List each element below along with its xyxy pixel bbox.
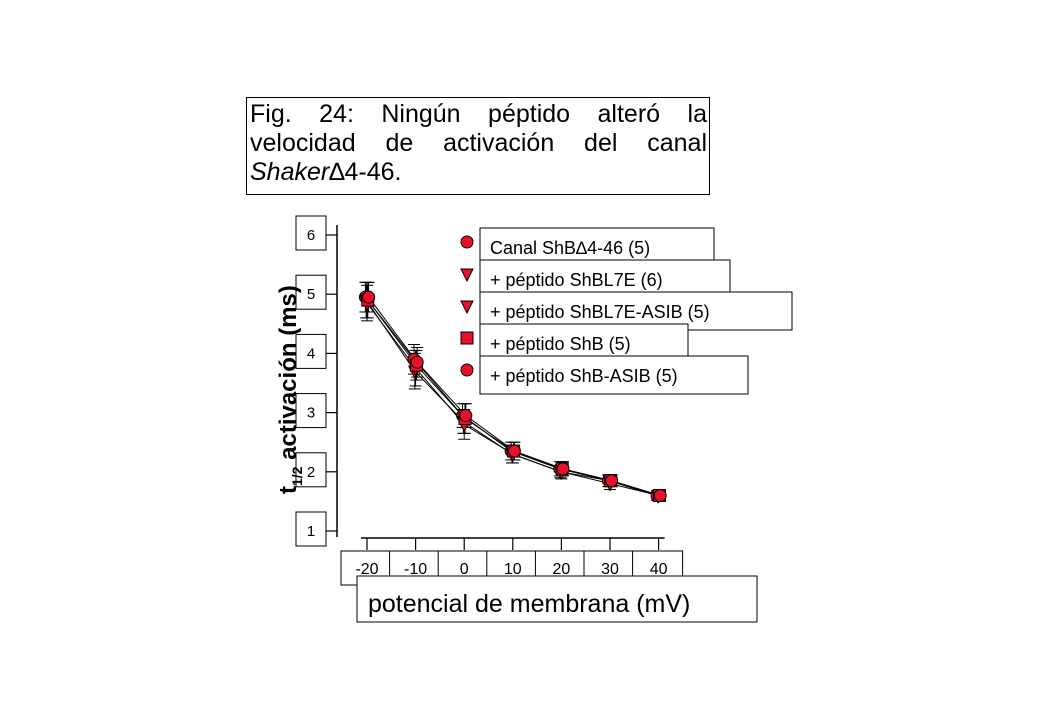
legend-label: + péptido ShB (5): [490, 334, 631, 354]
x-tick-label: 10: [504, 561, 522, 578]
figure-caption: Fig. 24: Ningún péptido alteró la veloci…: [246, 97, 710, 195]
x-tick-label: 40: [650, 561, 668, 578]
axis-labels: t1/2 activación (ms) potencial de membran…: [275, 285, 758, 623]
caption-italic: Shaker: [250, 158, 330, 186]
caption-delta: ∆: [329, 158, 345, 186]
y-tick-box: [295, 215, 327, 251]
y-tick-label: 2: [307, 464, 315, 481]
y-tick-box: [295, 393, 327, 429]
x-tick-label: 20: [553, 561, 571, 578]
y-label-main: t: [275, 486, 302, 494]
data-point: [410, 355, 424, 369]
y-label-rest: activación (ms): [275, 285, 302, 466]
legend-marker: [460, 363, 474, 377]
legend-marker: [460, 235, 474, 249]
legend-label: + péptido ShB-ASIB (5): [490, 366, 678, 386]
y-tick-label: 6: [307, 227, 315, 244]
y-tick-box: [295, 274, 327, 310]
data-point: [507, 444, 521, 458]
legend-label: Canal ShB∆4-46 (5): [490, 238, 650, 258]
x-tick-label: -10: [404, 561, 427, 578]
data-point: [362, 290, 376, 304]
data-point: [605, 474, 619, 488]
y-axis-label: t1/2 activación (ms): [275, 285, 305, 494]
x-axis-label: potencial de membrana (mV): [368, 590, 690, 618]
caption-end: 4-46.: [344, 158, 402, 186]
y-label-subscript: 1/2: [289, 466, 305, 486]
x-tick-label: 0: [460, 561, 469, 578]
x-tick-label: -20: [355, 561, 378, 578]
y-tick-label: 5: [307, 286, 315, 303]
x-label-box: [356, 575, 758, 623]
y-tick-label: 3: [307, 405, 315, 422]
y-tick-box: [295, 511, 327, 547]
legend-marker: [460, 331, 474, 345]
y-tick-box: [295, 452, 327, 488]
legend-label: + péptido ShBL7E-ASIB (5): [490, 302, 710, 322]
data-point: [653, 488, 667, 502]
y-tick-box: [295, 333, 327, 369]
data-point: [459, 409, 473, 423]
y-tick-label: 4: [307, 345, 315, 362]
markers: [358, 290, 667, 504]
legend-marker: [460, 300, 474, 315]
legend: Canal ShB∆4-46 (5) + péptido ShBL7E (6) + …: [460, 227, 793, 395]
data-point: [556, 462, 570, 476]
legend-label: + péptido ShBL7E (6): [490, 270, 663, 290]
x-tick-label: 30: [601, 561, 619, 578]
legend-marker: [460, 268, 474, 283]
caption-text: Fig. 24: Ningún péptido alteró la veloci…: [250, 100, 707, 157]
legend-box: [479, 355, 749, 395]
y-tick-label: 1: [307, 523, 315, 540]
